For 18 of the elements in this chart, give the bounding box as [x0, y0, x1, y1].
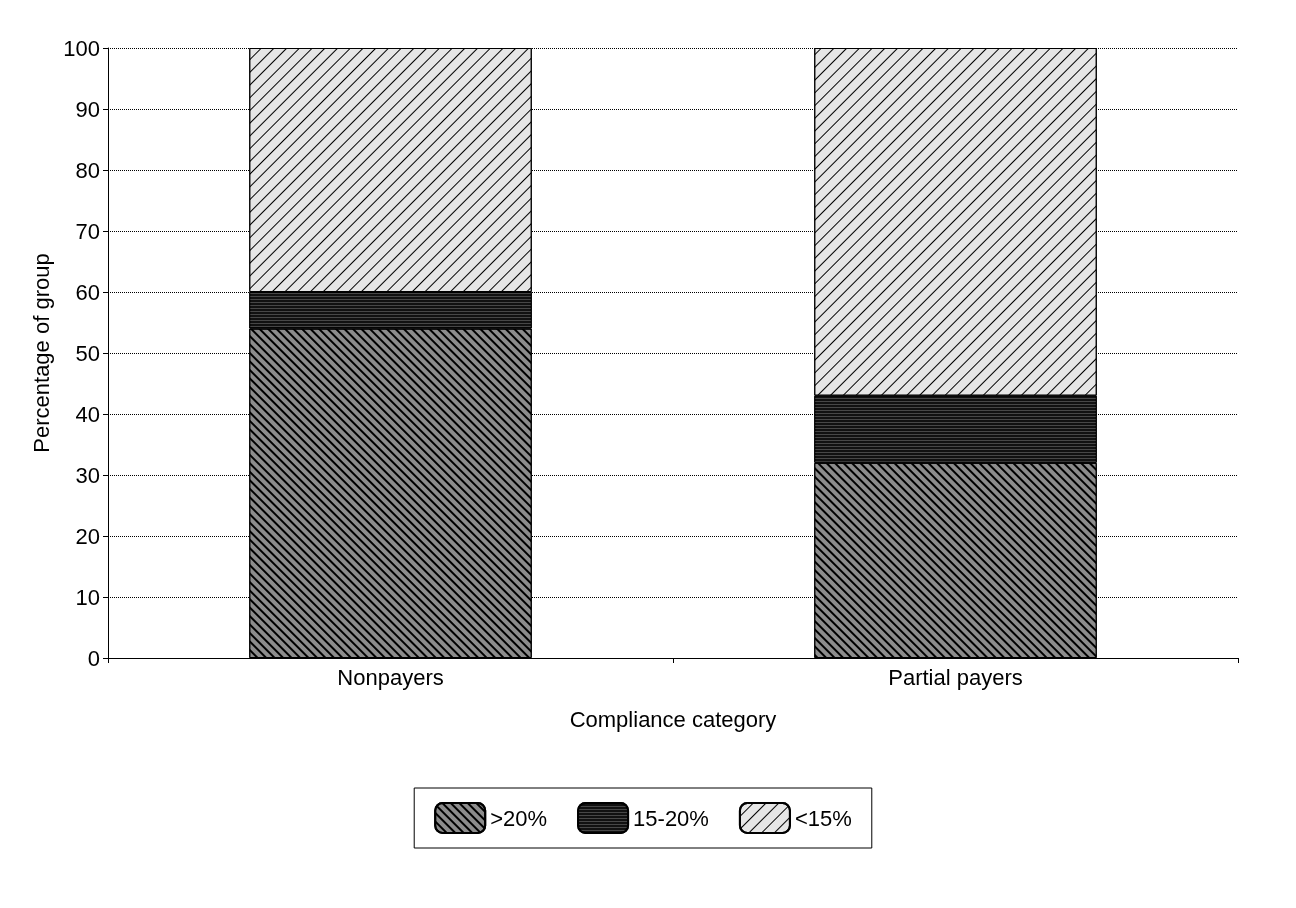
y-tick-label: 10 [75, 584, 100, 610]
legend-label: <15% [794, 805, 852, 831]
legend-label: >20% [490, 805, 548, 831]
x-axis-title: Compliance category [569, 706, 777, 732]
y-tick-label: 50 [75, 340, 100, 366]
y-tick-label: 100 [63, 35, 100, 61]
y-tick-label: 80 [75, 157, 100, 183]
x-tick-label: Nonpayers [337, 664, 444, 690]
y-tick-label: 90 [75, 96, 100, 122]
y-tick-label: 0 [87, 645, 100, 671]
y-tick-label: 70 [75, 218, 100, 244]
y-tick-label: 40 [75, 401, 100, 427]
y-tick-label: 30 [75, 462, 100, 488]
x-tick-label: Partial payers [888, 664, 1023, 690]
y-axis-title: Percentage of group [28, 253, 54, 453]
y-tick-label: 60 [75, 279, 100, 305]
legend-label: 15-20% [633, 805, 709, 831]
y-tick-label: 20 [75, 523, 100, 549]
